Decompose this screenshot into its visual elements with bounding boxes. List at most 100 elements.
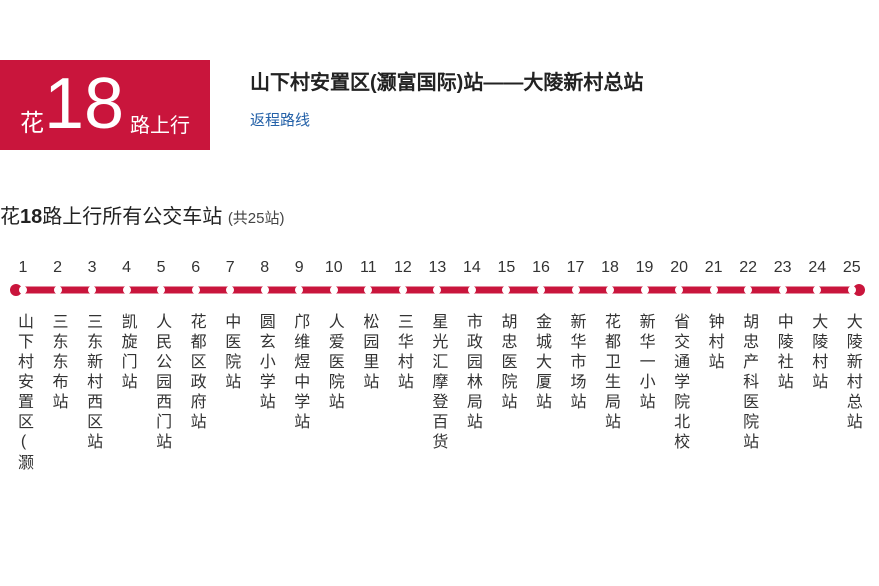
stop-number: 24 <box>800 259 834 283</box>
stop-name[interactable]: 花都卫生局站 <box>602 313 618 433</box>
stop-names-row: 山下村安置区(灏 三东东布站 三东新村西区站 凯旋门站 人民公园西门站 花都区政府站 中医院… <box>6 305 869 474</box>
section-prefix: 花 <box>0 206 20 228</box>
stop-dot <box>295 286 303 294</box>
stop-name-col: 圆玄小学站 <box>248 305 282 474</box>
stop-name-col: 大陵新村总站 <box>835 305 869 474</box>
stop-name-col: 新华一小站 <box>628 305 662 474</box>
stop-number-label: 8 <box>260 259 269 277</box>
stop-name[interactable]: 省交通学院北校 <box>671 313 687 453</box>
stop-dot <box>779 286 787 294</box>
stop-number: 10 <box>317 259 351 283</box>
section-mid: 路上行所有公交车站 <box>42 206 222 228</box>
stop-name[interactable]: 山下村安置区(灏 <box>15 313 31 474</box>
route-title: 山下村安置区(灏富国际)站——大陵新村总站 <box>250 66 643 95</box>
badge-prefix: 花 <box>20 103 44 138</box>
stop-name-col: 松园里站 <box>351 305 385 474</box>
stop-number: 12 <box>386 259 420 283</box>
stop-number: 7 <box>213 259 247 283</box>
stop-number-label: 21 <box>705 259 723 277</box>
stop-number: 5 <box>144 259 178 283</box>
line-track <box>6 283 869 297</box>
stop-dot <box>641 286 649 294</box>
stop-dot <box>468 286 476 294</box>
stop-number: 11 <box>351 259 385 283</box>
stop-number: 18 <box>593 259 627 283</box>
stop-name-col: 钟村站 <box>697 305 731 474</box>
stop-name[interactable]: 人爱医院站 <box>326 313 342 413</box>
stop-name[interactable]: 钟村站 <box>706 313 722 373</box>
stop-dot <box>848 286 856 294</box>
stop-name[interactable]: 胡忠医院站 <box>498 313 514 413</box>
stop-number-label: 2 <box>53 259 62 277</box>
badge-number: 18 <box>44 68 124 140</box>
stop-name[interactable]: 金城大厦站 <box>533 313 549 413</box>
stop-name-col: 人民公园西门站 <box>144 305 178 474</box>
stop-dot <box>226 286 234 294</box>
stop-name-col: 胡忠医院站 <box>489 305 523 474</box>
stop-name-col: 中陵社站 <box>766 305 800 474</box>
stop-number-label: 24 <box>808 259 826 277</box>
stop-name[interactable]: 新华一小站 <box>637 313 653 413</box>
stop-dot <box>813 286 821 294</box>
stop-dot <box>261 286 269 294</box>
stop-number-label: 22 <box>739 259 757 277</box>
stop-name-col: 星光汇摩登百货 <box>420 305 454 474</box>
stop-number-label: 18 <box>601 259 619 277</box>
stop-dot <box>710 286 718 294</box>
stop-dot <box>19 286 27 294</box>
stop-number: 4 <box>110 259 144 283</box>
stop-name[interactable]: 中医院站 <box>222 313 238 393</box>
stop-dot <box>364 286 372 294</box>
stop-name-col: 新华市场站 <box>559 305 593 474</box>
stop-name[interactable]: 胡忠产科医院站 <box>740 313 756 453</box>
stop-name[interactable]: 邝维煜中学站 <box>291 313 307 433</box>
stop-number: 20 <box>662 259 696 283</box>
stop-name[interactable]: 人民公园西门站 <box>153 313 169 453</box>
stop-number-label: 23 <box>774 259 792 277</box>
stop-number: 21 <box>697 259 731 283</box>
stop-name[interactable]: 圆玄小学站 <box>257 313 273 413</box>
stop-name[interactable]: 大陵村站 <box>809 313 825 393</box>
stop-number: 16 <box>524 259 558 283</box>
stop-number-label: 20 <box>670 259 688 277</box>
stop-number: 6 <box>179 259 213 283</box>
stop-number-label: 25 <box>843 259 861 277</box>
stop-number: 3 <box>75 259 109 283</box>
stop-name-col: 邝维煜中学站 <box>282 305 316 474</box>
stop-name[interactable]: 三东新村西区站 <box>84 313 100 453</box>
stop-name[interactable]: 三华村站 <box>395 313 411 393</box>
stop-name[interactable]: 松园里站 <box>360 313 376 393</box>
stop-dot <box>330 286 338 294</box>
stop-number: 13 <box>420 259 454 283</box>
stop-name[interactable]: 中陵社站 <box>775 313 791 393</box>
stop-name[interactable]: 大陵新村总站 <box>844 313 860 433</box>
stop-name[interactable]: 星光汇摩登百货 <box>429 313 445 453</box>
stop-number-label: 6 <box>191 259 200 277</box>
stop-dot <box>744 286 752 294</box>
stop-name-col: 花都卫生局站 <box>593 305 627 474</box>
stop-name[interactable]: 花都区政府站 <box>188 313 204 433</box>
stop-number-label: 3 <box>88 259 97 277</box>
stop-number-label: 17 <box>567 259 585 277</box>
stop-name[interactable]: 市政园林局站 <box>464 313 480 433</box>
stop-name[interactable]: 新华市场站 <box>568 313 584 413</box>
stop-dot <box>54 286 62 294</box>
stop-name[interactable]: 三东东布站 <box>50 313 66 413</box>
stop-name[interactable]: 凯旋门站 <box>119 313 135 393</box>
stop-name-col: 山下村安置区(灏 <box>6 305 40 474</box>
stop-number: 25 <box>835 259 869 283</box>
stop-name-col: 花都区政府站 <box>179 305 213 474</box>
return-route-link[interactable]: 返程路线 <box>250 109 310 130</box>
stop-dot <box>88 286 96 294</box>
stop-numbers-row: 1234567891011121314151617181920212223242… <box>6 259 869 283</box>
stop-number: 17 <box>559 259 593 283</box>
stop-name-col: 金城大厦站 <box>524 305 558 474</box>
stop-name-col: 胡忠产科医院站 <box>731 305 765 474</box>
stop-number: 14 <box>455 259 489 283</box>
stop-number-label: 14 <box>463 259 481 277</box>
stop-number-label: 12 <box>394 259 412 277</box>
stop-dot <box>433 286 441 294</box>
stop-number: 15 <box>489 259 523 283</box>
stop-number-label: 10 <box>325 259 343 277</box>
stop-number-label: 1 <box>19 259 28 277</box>
